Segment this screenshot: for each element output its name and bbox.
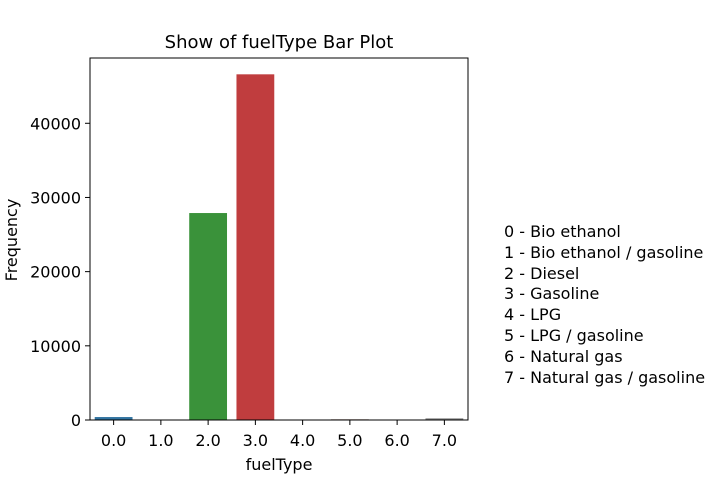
x-tick-label: 2.0 xyxy=(195,431,220,450)
x-tick-label: 3.0 xyxy=(243,431,268,450)
x-axis-ticks: 0.0 1.0 2.0 3.0 4.0 5.0 6.0 7.0 xyxy=(101,420,457,450)
legend-entry: 0 - Bio ethanol xyxy=(504,222,621,241)
y-tick-label: 10000 xyxy=(30,337,81,356)
bar-7.0 xyxy=(425,418,464,420)
category-legend: 0 - Bio ethanol 1 - Bio ethanol / gasoli… xyxy=(504,222,705,388)
bar-3.0 xyxy=(236,74,275,420)
legend-entry: 2 - Diesel xyxy=(504,263,580,283)
legend-entry: 7 - Natural gas / gasoline xyxy=(504,367,706,387)
y-tick-label: 40000 xyxy=(30,114,81,133)
x-tick-label: 6.0 xyxy=(384,431,409,450)
plot-frame xyxy=(89,57,469,421)
y-axis-ticks: 0 10000 20000 30000 40000 xyxy=(30,114,90,430)
y-tick-label: 20000 xyxy=(30,263,81,282)
bars-group xyxy=(94,74,464,420)
y-axis-label: Frequency xyxy=(2,199,21,282)
legend-entry: 6 - Natural gas xyxy=(504,346,623,366)
legend-entry: 4 - LPG xyxy=(504,305,562,325)
chart-title: Show of fuelType Bar Plot xyxy=(165,32,394,53)
x-tick-label: 4.0 xyxy=(290,431,315,450)
x-tick-label: 7.0 xyxy=(432,431,457,450)
y-tick-label: 30000 xyxy=(30,188,81,207)
legend-entry: 5 - LPG / gasoline xyxy=(504,325,644,345)
x-tick-label: 0.0 xyxy=(101,431,126,450)
y-tick-label: 0 xyxy=(71,411,81,430)
x-axis-label: fuelType xyxy=(246,455,313,474)
legend-entry: 1 - Bio ethanol / gasoline xyxy=(504,242,704,262)
bar-2.0 xyxy=(189,213,228,420)
legend-entry: 3 - Gasoline xyxy=(504,284,600,304)
bar-0.0 xyxy=(94,417,133,420)
x-tick-label: 5.0 xyxy=(337,431,362,450)
x-tick-label: 1.0 xyxy=(148,431,173,450)
